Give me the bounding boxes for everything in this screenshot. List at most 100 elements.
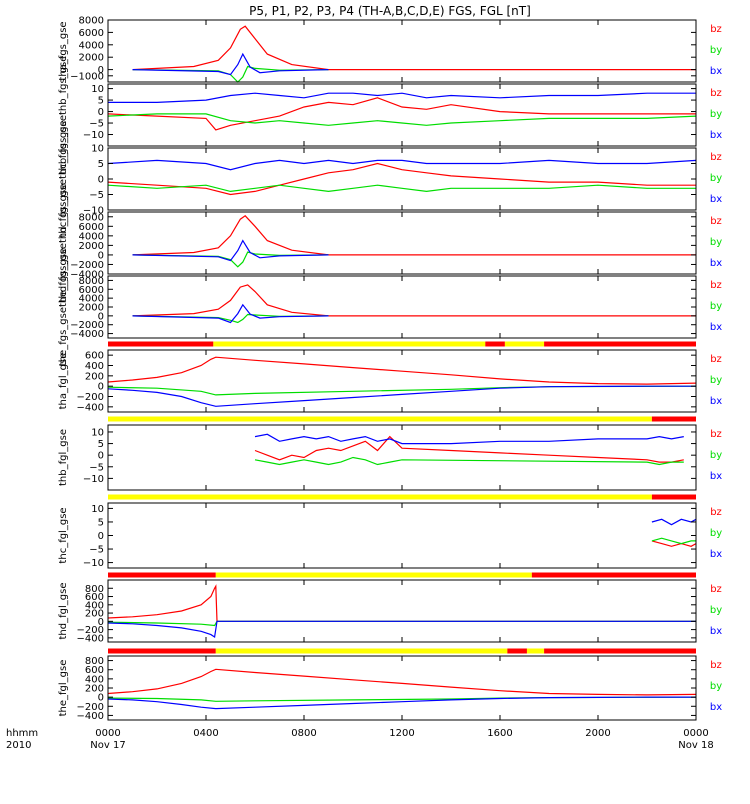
series-line-bx <box>107 385 696 407</box>
flag-segment <box>108 494 652 500</box>
legend-bx: bx <box>710 626 722 637</box>
y-tick-label: 4000 <box>79 294 104 305</box>
y-tick-label: −10 <box>83 474 104 485</box>
series-line-by <box>107 184 696 193</box>
panel-frame <box>107 211 697 275</box>
flag-segment <box>485 341 505 347</box>
y-axis-label: tha_fgs_gse <box>58 21 69 80</box>
y-tick-label: −200 <box>77 625 104 636</box>
x-date-start: Nov 17 <box>90 740 125 751</box>
legend-bx: bx <box>710 396 722 407</box>
x-year-label: 2010 <box>6 740 31 751</box>
legend-bx: bx <box>710 702 722 713</box>
y-tick-label: 0 <box>98 250 104 261</box>
series-line-by <box>132 313 329 324</box>
series-line-by <box>107 620 696 627</box>
legend-by: by <box>710 528 722 539</box>
y-tick-label: 0 <box>98 311 104 322</box>
x-tick-label: 1200 <box>389 728 414 739</box>
panel-frame <box>107 655 697 721</box>
legend-bx: bx <box>710 130 722 141</box>
series-line-bz <box>132 284 696 317</box>
y-tick-label: 400 <box>85 674 104 685</box>
y-tick-label: −5 <box>89 119 104 130</box>
legend-bz: bz <box>710 429 722 440</box>
y-tick-label: 0 <box>98 175 104 186</box>
flag-segment <box>215 648 508 654</box>
series-line-bz <box>132 215 696 256</box>
panel-frame <box>107 502 697 569</box>
flag-segment <box>531 572 696 578</box>
y-tick-label: −400 <box>77 711 104 722</box>
legend-bz: bz <box>710 216 722 227</box>
y-tick-label: −10 <box>83 206 104 217</box>
legend-by: by <box>710 237 722 248</box>
y-tick-label: 10 <box>91 504 104 515</box>
flag-segment <box>651 416 696 422</box>
y-tick-label: 400 <box>85 361 104 372</box>
y-axis-label: thb_fgl_gse <box>58 429 69 486</box>
panel-frame <box>107 19 697 83</box>
flag-segment <box>651 494 696 500</box>
x-unit-label: hhmm <box>6 728 38 739</box>
x-tick-label: 2000 <box>585 728 610 739</box>
legend-by: by <box>710 375 722 386</box>
series-line-by <box>254 456 684 466</box>
flag-segment <box>108 341 214 347</box>
y-tick-label: −5 <box>89 190 104 201</box>
y-tick-label: 10 <box>91 427 104 438</box>
legend-by: by <box>710 605 722 616</box>
series-line-by <box>651 537 696 545</box>
y-tick-label: 6000 <box>79 222 104 233</box>
x-tick-label: 0800 <box>291 728 316 739</box>
y-tick-label: −2000 <box>70 260 104 271</box>
series-line-bx <box>108 92 696 104</box>
y-tick-label: 600 <box>85 665 104 676</box>
y-tick-label: −1000 <box>70 71 104 82</box>
legend-by: by <box>710 45 722 56</box>
y-tick-label: 8000 <box>79 212 104 223</box>
flag-segment <box>544 648 696 654</box>
y-axis-label: thd_fgs_gsethd_fgs_gse <box>58 184 69 303</box>
legend-bx: bx <box>710 549 722 560</box>
series-line-bz <box>107 356 697 385</box>
series-line-bx <box>132 303 329 324</box>
y-axis-label: thc_fgs_gsethc_fgs_gse <box>58 120 69 237</box>
x-tick-label: 1600 <box>487 728 512 739</box>
y-tick-label: 200 <box>85 684 104 695</box>
series-line-bx <box>107 620 696 639</box>
y-axis-label: tha_fgl_gse <box>58 353 69 410</box>
y-tick-label: 0 <box>98 531 104 542</box>
legend-bx: bx <box>710 194 722 205</box>
legend-by: by <box>710 109 722 120</box>
legend-by: by <box>710 450 722 461</box>
y-tick-label: −200 <box>77 392 104 403</box>
y-tick-label: 6000 <box>79 28 104 39</box>
y-tick-label: −400 <box>77 402 104 413</box>
series-line-bz <box>107 162 696 196</box>
legend-by: by <box>710 173 722 184</box>
legend-bx: bx <box>710 66 722 77</box>
flag-segment <box>108 572 216 578</box>
legend-bz: bz <box>710 24 722 35</box>
legend-bz: bz <box>710 584 722 595</box>
y-tick-label: 600 <box>85 351 104 362</box>
chart-title: P5, P1, P2, P3, P4 (TH-A,B,C,D,E) FGS, F… <box>249 4 531 18</box>
legend-bx: bx <box>710 258 722 269</box>
series-line-bz <box>107 97 696 131</box>
panel-frame <box>107 349 697 413</box>
flag-segment <box>213 341 486 347</box>
y-axis-label: the_fgl_gse <box>58 660 69 717</box>
y-tick-label: 6000 <box>79 285 104 296</box>
y-tick-label: −4000 <box>70 329 104 340</box>
y-tick-label: 200 <box>85 609 104 620</box>
flag-segment <box>108 648 216 654</box>
legend-by: by <box>710 301 722 312</box>
series-line-bx <box>132 52 329 76</box>
panel-frame <box>107 579 697 643</box>
